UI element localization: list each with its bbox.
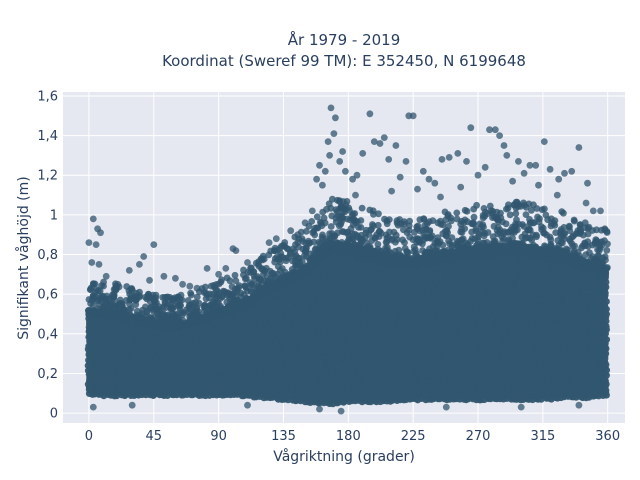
chart-title-line2: Koordinat (Sweref 99 TM): E 352450, N 61… (162, 52, 526, 70)
data-points (84, 104, 611, 415)
chart-title-line1: År 1979 - 2019 (288, 30, 401, 49)
